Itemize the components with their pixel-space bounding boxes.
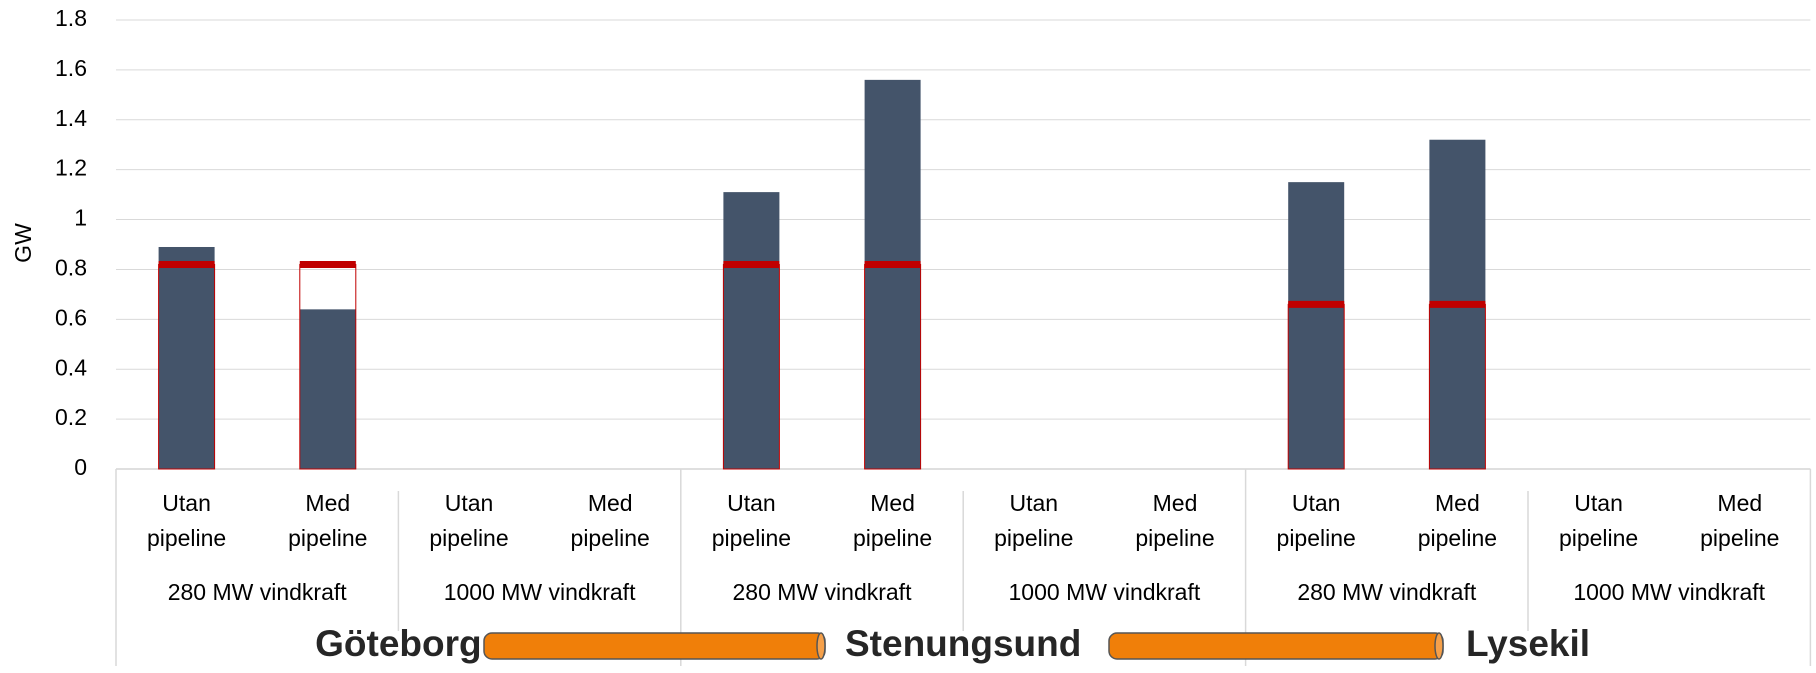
x-tick-label: Utan pipeline bbox=[429, 490, 509, 551]
x-tick-label: Utan pipeline bbox=[146, 490, 227, 551]
group-label: 1000 MW vindkraft bbox=[1008, 579, 1201, 605]
y-tick-label: 0.2 bbox=[55, 404, 87, 430]
x-tick-label: Med pipeline bbox=[1700, 490, 1780, 551]
y-tick-label: 0.6 bbox=[55, 304, 87, 330]
pipe-end bbox=[816, 632, 826, 660]
y-axis-label: GW bbox=[10, 223, 36, 263]
group-label: 1000 MW vindkraft bbox=[1573, 579, 1766, 605]
pipe-end bbox=[1434, 632, 1444, 660]
bar bbox=[299, 309, 356, 469]
x-tick-label: Med pipeline bbox=[288, 490, 368, 551]
location-label: Stenungsund bbox=[845, 623, 1082, 664]
group-label: 280 MW vindkraft bbox=[732, 579, 912, 605]
x-tick-label: Med pipeline bbox=[570, 490, 650, 551]
x-tick-label: Med pipeline bbox=[852, 490, 933, 551]
y-tick-label: 0.8 bbox=[55, 255, 87, 281]
pipe bbox=[483, 632, 826, 660]
location-label: Göteborg bbox=[315, 623, 482, 664]
y-tick-label: 1 bbox=[74, 205, 87, 231]
x-tick-label: Med pipeline bbox=[1135, 490, 1215, 551]
group-label: 1000 MW vindkraft bbox=[443, 579, 636, 605]
y-tick-label: 0.4 bbox=[55, 354, 87, 380]
y-tick-label: 0 bbox=[74, 454, 87, 480]
bar bbox=[723, 192, 780, 469]
bar bbox=[158, 246, 215, 469]
x-tick-label: Utan pipeline bbox=[994, 490, 1074, 551]
x-tick-label: Utan pipeline bbox=[711, 490, 792, 551]
x-tick-label: Med pipeline bbox=[1417, 490, 1498, 551]
group-label: 280 MW vindkraft bbox=[1297, 579, 1477, 605]
bar bbox=[864, 79, 921, 469]
y-tick-label: 1.2 bbox=[55, 155, 87, 181]
x-tick-label: Utan pipeline bbox=[1276, 490, 1356, 551]
y-tick-label: 1.6 bbox=[55, 55, 87, 81]
x-tick-label: Utan pipeline bbox=[1558, 490, 1639, 551]
y-tick-label: 1.4 bbox=[55, 105, 87, 131]
y-tick-label: 1.8 bbox=[55, 5, 87, 31]
pipe bbox=[1108, 632, 1444, 660]
location-label: Lysekil bbox=[1465, 623, 1591, 664]
group-label: 280 MW vindkraft bbox=[167, 579, 347, 605]
bar bbox=[1288, 182, 1345, 469]
